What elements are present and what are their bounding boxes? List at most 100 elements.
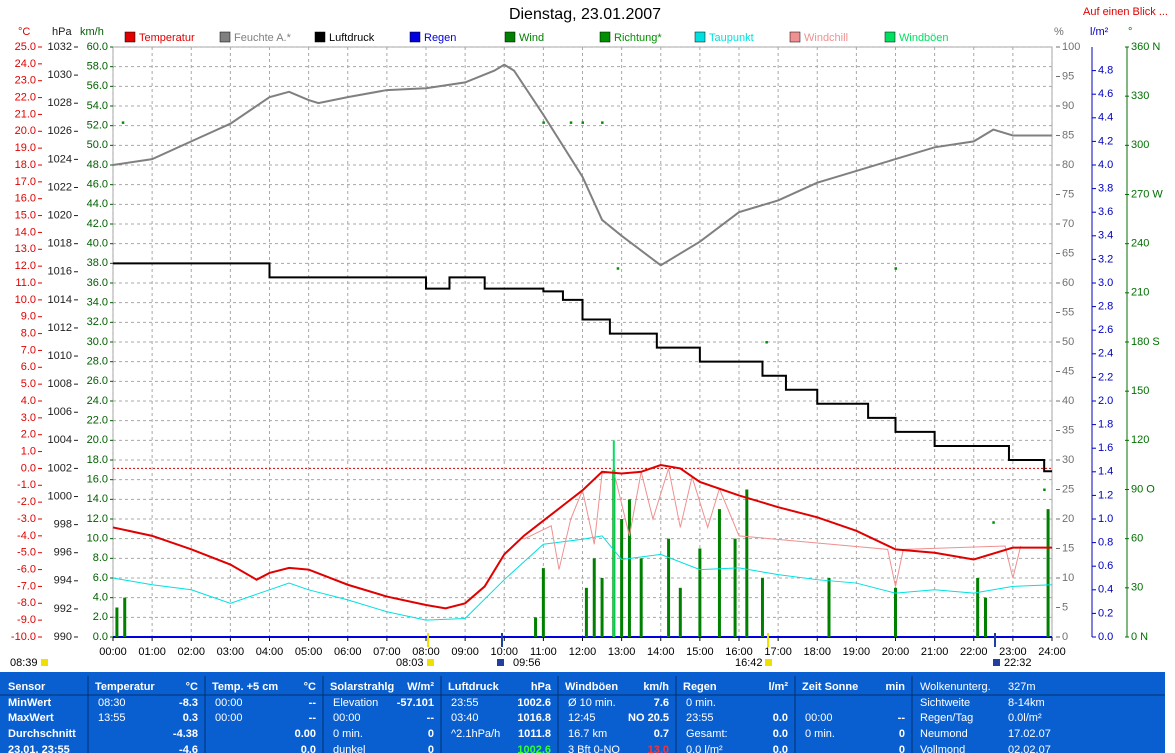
y-tick-label: 56.0 xyxy=(87,80,108,92)
y-tick-label: 990 xyxy=(54,631,72,643)
y-tick-label: 180 S xyxy=(1131,336,1160,348)
y-tick-label: 2.0 xyxy=(1098,395,1113,407)
y-tick-label: 998 xyxy=(54,519,72,531)
y-tick-label: 85 xyxy=(1062,129,1074,141)
y-tick-label: 54.0 xyxy=(87,100,108,112)
y-tick-label: 75 xyxy=(1062,188,1074,200)
y-tick-label: 16.0 xyxy=(15,193,36,205)
y-tick-label: 20.0 xyxy=(15,125,36,137)
y-tick-label: 360 N xyxy=(1131,41,1160,53)
column-header: Luftdruck xyxy=(448,681,500,693)
cell-value: 0.0 xyxy=(773,728,788,740)
y-tick-label: 5 xyxy=(1062,601,1068,613)
y-tick-label: -8.0 xyxy=(17,597,36,609)
y-tick-label: 95 xyxy=(1062,70,1074,82)
column-header: Solarstrahlg xyxy=(330,681,394,693)
legend-swatch xyxy=(314,31,326,43)
info-panel xyxy=(0,672,1165,753)
cell-value: 0 xyxy=(899,744,905,753)
event-time: 08:39 xyxy=(10,657,38,669)
x-tick-label: 03:00 xyxy=(217,646,245,658)
cell-value: NO 20.5 xyxy=(628,712,669,724)
y-tick-label: 28.0 xyxy=(87,356,108,368)
axis-unit: % xyxy=(1054,26,1064,38)
y-tick-label: 7.0 xyxy=(21,344,36,356)
y-tick-label: -5.0 xyxy=(17,547,36,559)
y-tick-label: 30 xyxy=(1131,582,1143,594)
x-tick-label: 19:00 xyxy=(843,646,871,658)
cell-value: 0.0 xyxy=(301,744,316,753)
y-tick-label: 20 xyxy=(1062,513,1074,525)
column-unit: °C xyxy=(186,681,198,693)
x-tick-label: 13:00 xyxy=(608,646,636,658)
y-tick-label: 0.2 xyxy=(1098,607,1113,619)
y-tick-label: 210 xyxy=(1131,287,1149,299)
y-tick-label: 996 xyxy=(54,547,72,559)
cell-value: 0.0 xyxy=(773,712,788,724)
y-tick-label: 6.0 xyxy=(93,572,108,584)
cell-label: dunkel xyxy=(333,744,365,753)
y-tick-label: 1030 xyxy=(48,69,72,81)
x-tick-label: 05:00 xyxy=(295,646,323,658)
direction-dot xyxy=(121,121,125,124)
y-tick-label: 1.6 xyxy=(1098,442,1113,454)
y-tick-label: 1.8 xyxy=(1098,419,1113,431)
y-tick-label: 3.6 xyxy=(1098,206,1113,218)
y-tick-label: 65 xyxy=(1062,247,1074,259)
series-line xyxy=(112,63,1052,267)
y-tick-label: 240 xyxy=(1131,238,1149,250)
y-tick-label: 21.0 xyxy=(15,108,36,120)
legend-swatch xyxy=(409,31,421,43)
cell-label: 08:30 xyxy=(98,697,126,709)
y-tick-label: 1008 xyxy=(48,378,72,390)
info-value: 0.0l/m² xyxy=(1008,712,1042,724)
y-tick-label: 25 xyxy=(1062,483,1074,495)
y-tick-label: 12.0 xyxy=(87,513,108,525)
series-line xyxy=(112,464,1052,610)
column-unit: l/m² xyxy=(768,681,788,693)
legend-label: Feuchte A.* xyxy=(234,32,292,44)
y-tick-label: -10.0 xyxy=(11,631,36,643)
legend-swatch xyxy=(124,31,136,43)
y-tick-label: 10 xyxy=(1062,572,1074,584)
y-tick-label: 1.0 xyxy=(21,445,36,457)
y-tick-label: 1014 xyxy=(48,294,72,306)
event-time: 16:42 xyxy=(735,657,763,669)
y-tick-label: 0.0 xyxy=(1098,631,1113,643)
x-tick-label: 00:00 xyxy=(99,646,127,658)
y-tick-label: 17.0 xyxy=(15,176,36,188)
column-header: Zeit Sonne xyxy=(802,681,858,693)
column-unit: min xyxy=(885,681,905,693)
info-value: 327m xyxy=(1008,681,1036,693)
x-tick-label: 01:00 xyxy=(138,646,166,658)
y-tick-label: 4.0 xyxy=(1098,159,1113,171)
y-tick-label: 44.0 xyxy=(87,198,108,210)
y-tick-label: 32.0 xyxy=(87,316,108,328)
legend-swatch xyxy=(219,31,231,43)
y-tick-label: 26.0 xyxy=(87,375,108,387)
y-tick-label: -9.0 xyxy=(17,614,36,626)
cell-value: 0 xyxy=(899,728,905,740)
legend-label: Windböen xyxy=(899,32,949,44)
cell-value: 0 xyxy=(428,744,434,753)
y-tick-label: 1024 xyxy=(48,153,72,165)
axis-unit: hPa xyxy=(52,26,72,38)
cell-value: 0 xyxy=(428,728,434,740)
y-tick-label: 52.0 xyxy=(87,120,108,132)
cell-label: 23:55 xyxy=(451,697,479,709)
y-tick-label: 1028 xyxy=(48,97,72,109)
y-tick-label: -3.0 xyxy=(17,513,36,525)
cell-value: -- xyxy=(898,712,906,724)
column-header: Sensor xyxy=(8,681,46,693)
y-tick-label: 24.0 xyxy=(15,58,36,70)
y-tick-label: 22.0 xyxy=(87,415,108,427)
y-tick-label: 46.0 xyxy=(87,179,108,191)
cell-label: 3 Bft 0-NO xyxy=(568,744,620,753)
y-tick-label: 60 xyxy=(1131,533,1143,545)
y-tick-label: 8.0 xyxy=(93,552,108,564)
column-unit: hPa xyxy=(531,681,552,693)
top-link[interactable]: Auf einen Blick ... xyxy=(1083,6,1168,18)
event-icon xyxy=(497,659,504,666)
row-label: Durchschnitt xyxy=(8,728,76,740)
